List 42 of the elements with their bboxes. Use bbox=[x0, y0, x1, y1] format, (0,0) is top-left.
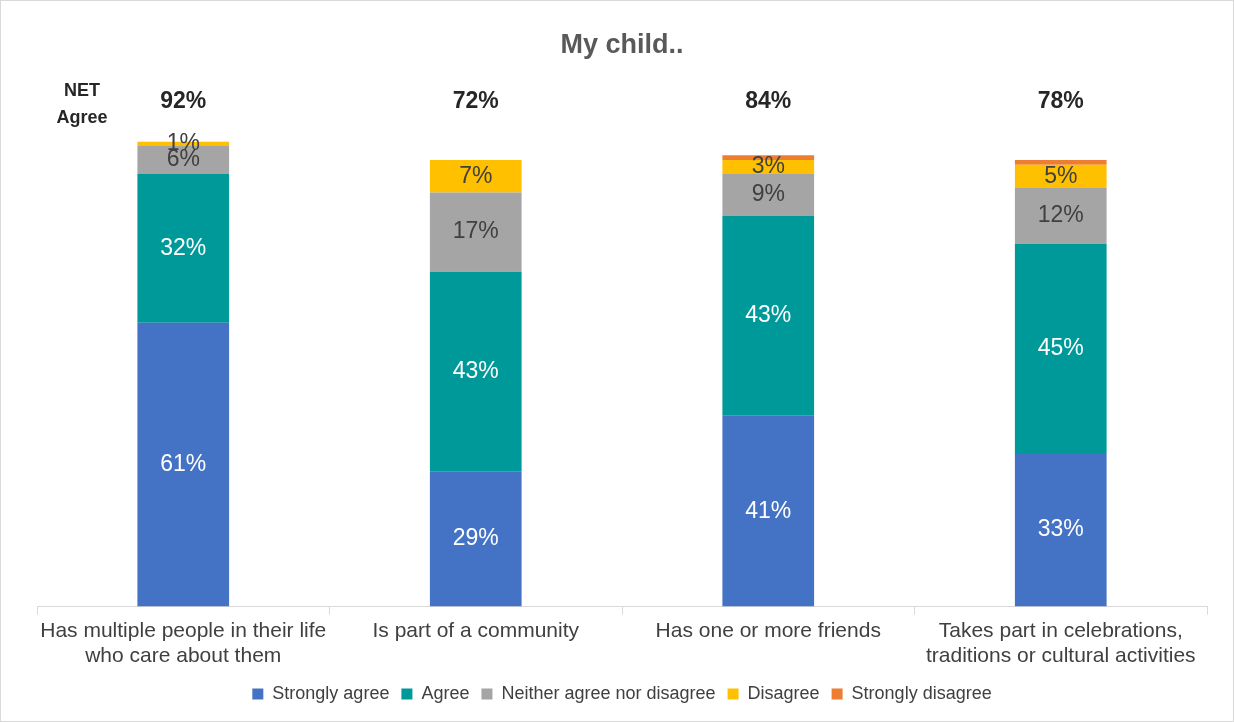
data-label: 33% bbox=[1037, 515, 1084, 542]
text: 72% bbox=[452, 86, 499, 113]
text: 78% bbox=[1037, 86, 1084, 113]
data-label: 7% bbox=[459, 161, 493, 188]
text: NET Agree bbox=[56, 80, 108, 128]
x-tick-label: Is part of a community bbox=[372, 618, 580, 641]
data-label: 12% bbox=[1037, 201, 1084, 228]
data-label: 41% bbox=[745, 496, 792, 523]
bar bbox=[429, 471, 522, 607]
text: 92% bbox=[160, 86, 207, 113]
legend-label: Strongly agree bbox=[272, 682, 390, 703]
bar bbox=[722, 415, 815, 607]
bar bbox=[1014, 160, 1107, 165]
data-label: 17% bbox=[452, 217, 499, 244]
data-label: 29% bbox=[452, 524, 499, 551]
legend-label: Agree bbox=[421, 682, 470, 703]
data-label: 5% bbox=[1044, 161, 1078, 188]
data-label: 43% bbox=[745, 301, 792, 328]
bar bbox=[722, 173, 815, 216]
x-tick-label: Takes part in celebrations, traditions or cultural activities bbox=[925, 618, 1196, 667]
data-label: 43% bbox=[452, 357, 499, 384]
bar bbox=[429, 160, 522, 193]
bar bbox=[1014, 243, 1107, 454]
data-label: 61% bbox=[160, 450, 207, 477]
legend-label: Neither agree nor disagree bbox=[501, 682, 716, 703]
data-label: 32% bbox=[160, 233, 207, 260]
bar bbox=[429, 192, 522, 272]
data-label: 3% bbox=[751, 152, 785, 179]
bar bbox=[137, 322, 230, 607]
bar bbox=[1014, 187, 1107, 244]
bar bbox=[137, 173, 230, 323]
data-label: 45% bbox=[1037, 333, 1084, 360]
bar bbox=[1014, 453, 1107, 607]
data-label: 9% bbox=[751, 180, 785, 207]
chart-title: My child.. bbox=[560, 28, 684, 59]
bar bbox=[429, 271, 522, 472]
x-tick-label: Has one or more friends bbox=[655, 618, 881, 641]
legend-label: Strongly disagree bbox=[851, 682, 992, 703]
bar bbox=[722, 215, 815, 416]
x-tick-label: Has multiple people in their life who care about them bbox=[40, 618, 327, 667]
text: 84% bbox=[745, 86, 792, 113]
legend-label: Disagree bbox=[747, 682, 820, 703]
